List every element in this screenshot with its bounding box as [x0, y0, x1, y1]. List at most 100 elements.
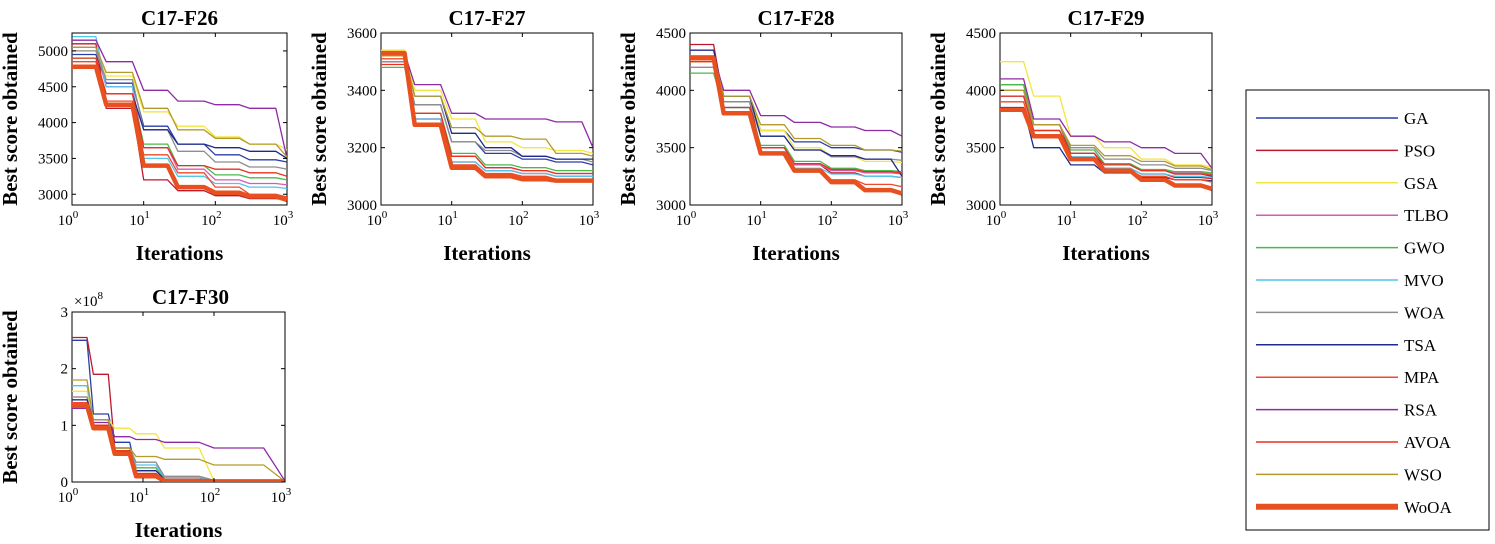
x-tick-exponent: 3 — [594, 209, 600, 221]
y-multiplier-label: ×108 — [74, 290, 103, 310]
series-line-rsa — [381, 52, 593, 148]
legend-label: GA — [1404, 109, 1429, 128]
x-tick-base: 10 — [508, 213, 523, 229]
x-axis-label: Iterations — [136, 241, 224, 265]
legend-entry-wooa: WoOA — [1256, 498, 1452, 517]
x-tick-exponent: 0 — [73, 209, 79, 221]
y-tick-label: 3200 — [347, 141, 377, 157]
x-tick-base: 10 — [129, 213, 144, 229]
legend-label: GSA — [1404, 174, 1439, 193]
legend-label: TSA — [1404, 336, 1437, 355]
legend-entry-tlbo: TLBO — [1256, 206, 1448, 225]
legend-entry-wso: WSO — [1256, 465, 1442, 484]
x-tick-base: 10 — [1198, 213, 1213, 229]
x-tick-exponent: 2 — [216, 209, 222, 221]
x-tick-exponent: 3 — [1213, 209, 1219, 221]
x-tick-exponent: 2 — [1142, 209, 1148, 221]
y-tick-label: 4500 — [966, 26, 996, 42]
plot-area — [689, 32, 903, 206]
x-tick-label: 100 — [58, 486, 79, 506]
y-multiplier-base: ×10 — [74, 294, 97, 310]
y-axis-label: Best score obtained — [0, 32, 22, 206]
y-tick-label: 3000 — [347, 198, 377, 214]
x-tick-label: 103 — [1198, 209, 1219, 229]
x-axis-label: Iterations — [752, 241, 840, 265]
x-tick-base: 10 — [817, 213, 832, 229]
x-tick-exponent: 1 — [144, 209, 150, 221]
series-line-gsa — [381, 49, 593, 155]
series-line-wooa — [72, 64, 287, 203]
series-line-woa — [72, 50, 287, 170]
legend-label: WSO — [1404, 465, 1442, 484]
series-group — [690, 43, 902, 196]
x-tick-base: 10 — [1056, 213, 1071, 229]
series-line-avoa — [72, 57, 287, 177]
y-tick-label: 3600 — [347, 26, 377, 42]
x-tick-exponent: 2 — [832, 209, 838, 221]
series-group — [1000, 61, 1212, 192]
x-tick-exponent: 1 — [144, 486, 150, 498]
legend-entry-gwo: GWO — [1256, 239, 1445, 258]
x-tick-label: 103 — [888, 209, 909, 229]
y-axis-label: Best score obtained — [0, 310, 22, 484]
x-tick-exponent: 3 — [288, 209, 294, 221]
x-tick-label: 100 — [986, 209, 1007, 229]
x-tick-label: 101 — [746, 209, 767, 229]
series-line-wso — [1000, 89, 1212, 171]
x-tick-exponent: 0 — [691, 209, 697, 221]
y-axis-label: Best score obtained — [926, 32, 950, 206]
x-tick-base: 10 — [746, 213, 761, 229]
series-line-rsa — [1000, 78, 1212, 169]
x-tick-exponent: 2 — [215, 486, 221, 498]
series-line-wooa — [1000, 107, 1212, 192]
x-tick-label: 103 — [579, 209, 600, 229]
y-tick-label: 0 — [61, 475, 69, 491]
y-multiplier-exponent: 8 — [97, 290, 103, 302]
x-tick-label: 100 — [58, 209, 79, 229]
x-tick-label: 101 — [129, 486, 150, 506]
legend-entry-mpa: MPA — [1256, 368, 1440, 387]
y-tick-label: 1 — [61, 418, 69, 434]
legend-entry-avoa: AVOA — [1256, 433, 1452, 452]
x-tick-label: 102 — [1127, 209, 1148, 229]
y-tick-label: 4000 — [38, 116, 68, 132]
x-tick-exponent: 1 — [1071, 209, 1077, 221]
x-tick-label: 101 — [1056, 209, 1077, 229]
x-tick-base: 10 — [676, 213, 691, 229]
x-tick-exponent: 0 — [382, 209, 388, 221]
series-group — [381, 49, 593, 183]
y-tick-label: 3500 — [656, 141, 686, 157]
x-tick-label: 102 — [817, 209, 838, 229]
y-tick-label: 3400 — [347, 83, 377, 99]
chart-title: C17-F26 — [141, 6, 218, 30]
legend-label: AVOA — [1404, 433, 1452, 452]
legend-label: GWO — [1404, 239, 1445, 258]
series-line-wso — [72, 379, 285, 482]
x-tick-exponent: 1 — [761, 209, 767, 221]
x-axis-label: Iterations — [1062, 241, 1150, 265]
legend-entry-pso: PSO — [1256, 141, 1435, 160]
x-tick-base: 10 — [201, 213, 216, 229]
series-line-wooa — [381, 50, 593, 183]
x-tick-label: 102 — [201, 209, 222, 229]
y-tick-label: 2 — [61, 362, 69, 378]
series-line-wso — [690, 55, 902, 152]
x-axis-label: Iterations — [135, 518, 223, 542]
series-group — [72, 35, 287, 203]
y-tick-label: 5000 — [38, 44, 68, 60]
series-line-rsa — [72, 39, 287, 159]
legend-label: PSO — [1404, 141, 1435, 160]
y-tick-label: 4000 — [656, 83, 686, 99]
chart-title: C17-F27 — [449, 6, 526, 30]
x-tick-base: 10 — [273, 213, 288, 229]
x-tick-label: 103 — [273, 209, 294, 229]
legend-entry-mvo: MVO — [1256, 271, 1444, 290]
y-tick-label: 3500 — [38, 151, 68, 167]
y-tick-label: 3000 — [656, 198, 686, 214]
x-tick-label: 102 — [200, 486, 221, 506]
